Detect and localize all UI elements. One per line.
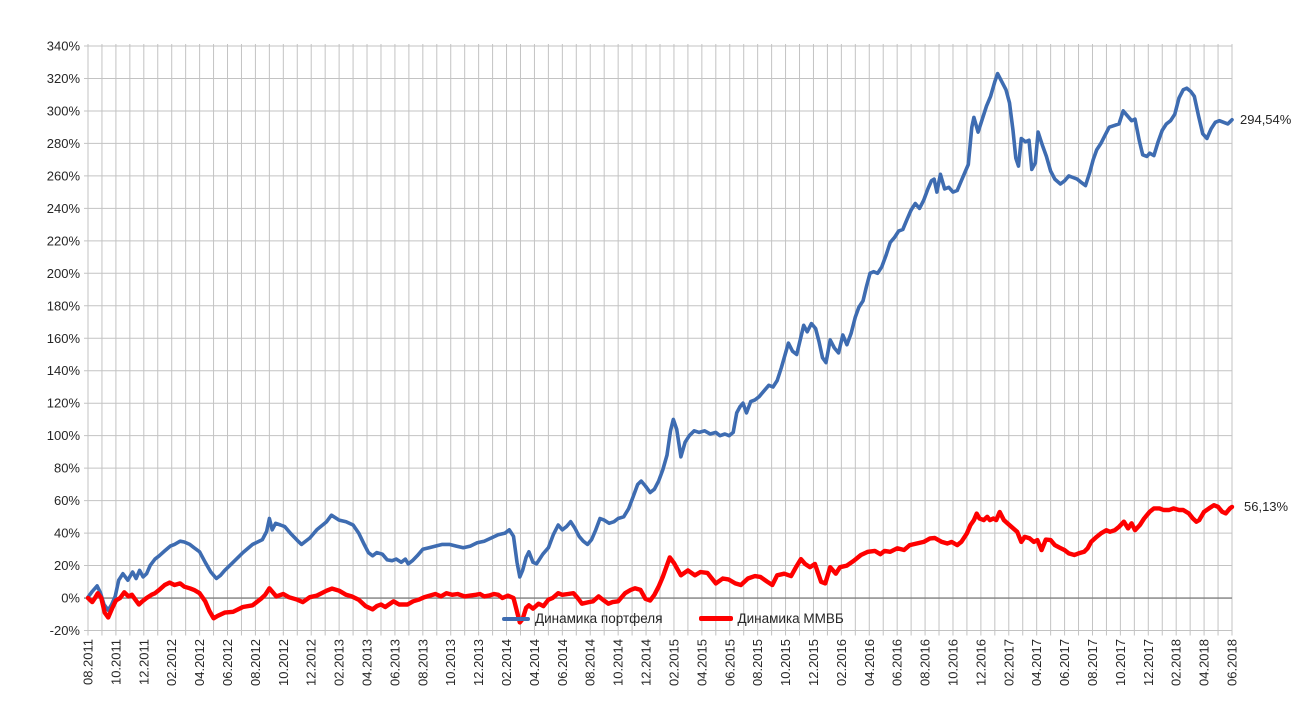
portfolio-end-value-label: 294,54% xyxy=(1240,112,1292,127)
x-axis-tick-label: 06.2016 xyxy=(890,639,905,686)
x-axis-tick-label: 12.2011 xyxy=(136,639,151,685)
legend-label-portfolio: Динамика портфеля xyxy=(535,611,663,626)
x-axis-tick-label: 12.2015 xyxy=(806,639,821,686)
x-axis-tick-label: 04.2014 xyxy=(527,639,542,686)
x-axis-tick-label: 12.2012 xyxy=(304,639,319,686)
x-axis-tick-label: 10.2013 xyxy=(443,639,458,686)
legend-item-portfolio: Динамика портфеля xyxy=(502,611,663,626)
y-axis-tick-label: 60% xyxy=(54,493,80,508)
x-axis-tick-label: 06.2015 xyxy=(722,639,737,686)
y-axis-tick-label: 0% xyxy=(61,591,80,606)
x-axis-tick-label: 06.2018 xyxy=(1225,639,1240,686)
x-axis-tick-label: 06.2012 xyxy=(220,639,235,686)
x-axis-tick-label: 02.2015 xyxy=(666,639,681,686)
legend-item-micex: Динамика ММВБ xyxy=(698,611,844,626)
x-axis-tick-label: 02.2016 xyxy=(834,639,849,686)
x-axis-tick-label: 02.2018 xyxy=(1169,639,1184,686)
x-axis-tick-label: 12.2017 xyxy=(1141,639,1156,686)
x-axis-tick-label: 04.2012 xyxy=(192,639,207,686)
x-axis-tick-label: 10.2012 xyxy=(276,639,291,686)
y-axis-tick-label: 240% xyxy=(47,201,81,216)
x-axis-tick-label: 02.2013 xyxy=(332,639,347,686)
x-axis-tick-label: 04.2016 xyxy=(862,639,877,686)
y-axis-tick-label: 220% xyxy=(47,233,81,248)
x-axis-tick-label: 06.2017 xyxy=(1057,639,1072,686)
y-axis-tick-label: 120% xyxy=(47,396,81,411)
y-axis-tick-label: 100% xyxy=(47,428,81,443)
x-axis-tick-label: 08.2016 xyxy=(918,639,933,686)
y-axis-tick-label: 340% xyxy=(47,39,81,54)
x-axis-tick-label: 10.2015 xyxy=(778,639,793,686)
micex-line xyxy=(85,503,1235,625)
x-axis-tick-label: 12.2016 xyxy=(973,639,988,686)
y-axis-tick-label: 300% xyxy=(47,103,81,118)
x-axis-tick-label: 02.2014 xyxy=(499,639,514,686)
x-axis-tick-label: 04.2013 xyxy=(360,639,375,686)
micex-end-value-label: 56,13% xyxy=(1244,499,1289,514)
x-axis-tick-label: 04.2017 xyxy=(1029,639,1044,686)
y-axis-tick-label: 200% xyxy=(47,266,81,281)
legend-label-micex: Динамика ММВБ xyxy=(737,611,844,626)
chart-legend: Динамика портфеля Динамика ММВБ xyxy=(502,611,844,626)
y-axis-tick-label: 180% xyxy=(47,298,81,313)
y-axis-tick-label: 320% xyxy=(47,71,81,86)
y-axis-tick-label: -20% xyxy=(50,623,81,638)
micex-line-swatch-icon xyxy=(698,616,733,621)
y-axis-tick-label: 40% xyxy=(54,526,80,541)
x-axis-tick-label: 08.2014 xyxy=(583,639,598,686)
x-axis-tick-label: 08.2017 xyxy=(1085,639,1100,686)
y-axis-tick-label: 80% xyxy=(54,461,80,476)
y-axis-tick-label: 160% xyxy=(47,331,81,346)
y-axis-tick-label: 20% xyxy=(54,558,80,573)
x-axis-tick-label: 08.2013 xyxy=(415,639,430,686)
y-axis-tick-label: 260% xyxy=(47,168,81,183)
x-axis-tick-label: 06.2014 xyxy=(555,639,570,686)
x-axis-tick-label: 10.2014 xyxy=(611,639,626,686)
x-axis-tick-label: 10.2016 xyxy=(945,639,960,686)
x-axis-tick-label: 08.2012 xyxy=(248,639,263,686)
x-axis-tick-label: 02.2012 xyxy=(164,639,179,686)
x-axis-tick-label: 08.2015 xyxy=(750,639,765,686)
y-axis-tick-label: 280% xyxy=(47,136,81,151)
x-axis-tick-label: 06.2013 xyxy=(387,639,402,686)
x-axis-tick-label: 02.2017 xyxy=(1001,639,1016,686)
x-axis-tick-label: 04.2015 xyxy=(694,639,709,686)
x-axis-tick-label: 04.2018 xyxy=(1197,639,1212,686)
portfolio-line-swatch-icon xyxy=(502,616,530,621)
y-axis-tick-label: 140% xyxy=(47,363,81,378)
portfolio-line xyxy=(86,71,1234,613)
x-axis-tick-label: 10.2017 xyxy=(1113,639,1128,686)
x-axis-tick-label: 12.2013 xyxy=(471,639,486,686)
x-axis-tick-label: 10.2011 xyxy=(108,639,123,685)
x-axis-tick-label: 08.2011 xyxy=(81,639,96,685)
x-axis-tick-label: 12.2014 xyxy=(639,639,654,686)
